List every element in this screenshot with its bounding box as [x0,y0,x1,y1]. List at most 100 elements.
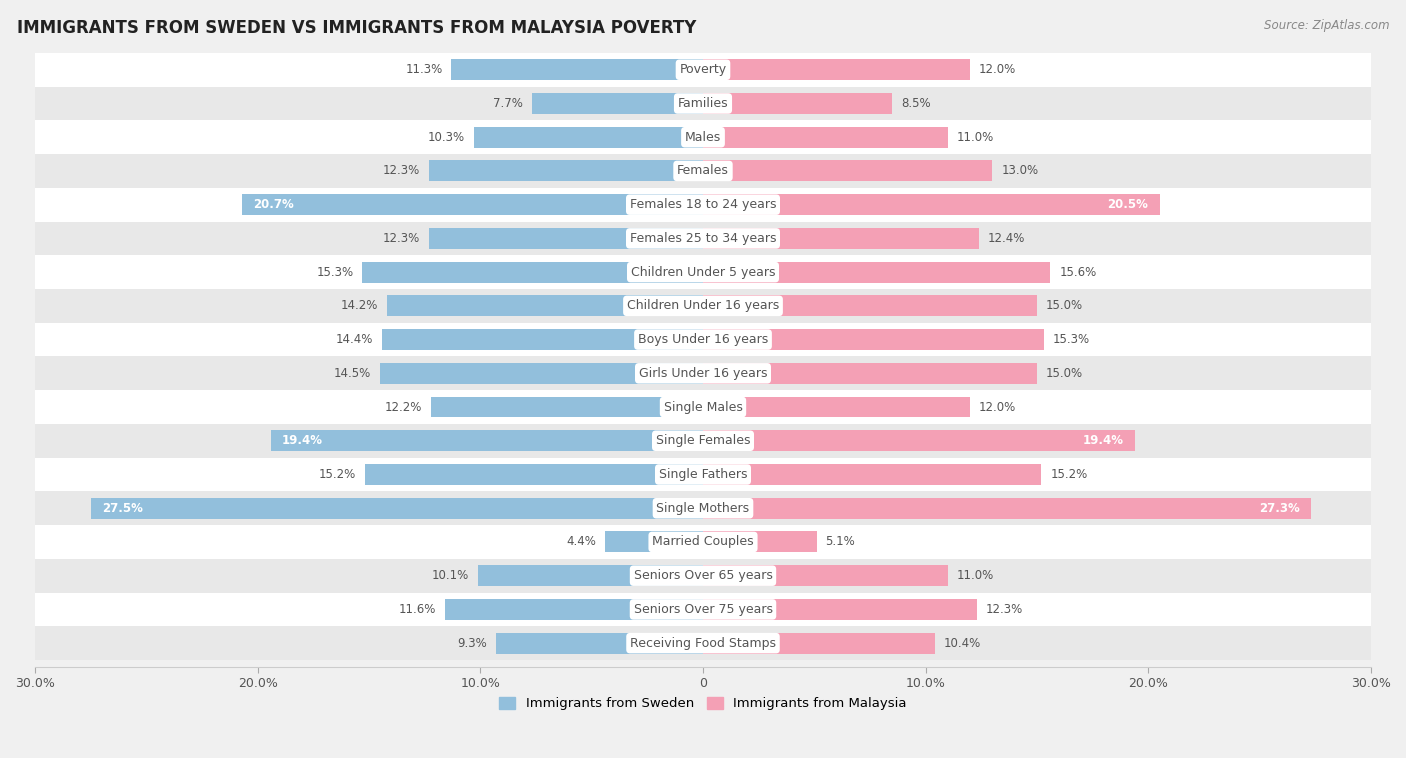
Bar [703,431,1135,451]
Text: 11.0%: 11.0% [957,130,994,144]
Bar [703,599,977,620]
Text: 19.4%: 19.4% [1083,434,1123,447]
Bar [703,93,893,114]
Text: Source: ZipAtlas.com: Source: ZipAtlas.com [1264,19,1389,32]
Text: 27.3%: 27.3% [1258,502,1299,515]
FancyBboxPatch shape [35,255,1371,289]
Text: 9.3%: 9.3% [457,637,486,650]
Bar [703,464,1042,485]
Text: 15.0%: 15.0% [1046,299,1083,312]
Bar [363,262,703,283]
Text: 12.4%: 12.4% [988,232,1025,245]
FancyBboxPatch shape [35,424,1371,458]
Text: Boys Under 16 years: Boys Under 16 years [638,333,768,346]
FancyBboxPatch shape [35,356,1371,390]
Text: 15.2%: 15.2% [1050,468,1088,481]
Text: 8.5%: 8.5% [901,97,931,110]
FancyBboxPatch shape [35,86,1371,121]
Bar [387,296,703,316]
FancyBboxPatch shape [35,458,1371,491]
Bar [429,228,703,249]
Text: 15.3%: 15.3% [316,265,353,279]
Text: IMMIGRANTS FROM SWEDEN VS IMMIGRANTS FROM MALAYSIA POVERTY: IMMIGRANTS FROM SWEDEN VS IMMIGRANTS FRO… [17,19,696,37]
Text: Single Females: Single Females [655,434,751,447]
Text: 15.2%: 15.2% [318,468,356,481]
FancyBboxPatch shape [35,626,1371,660]
Bar [496,633,703,653]
Text: Males: Males [685,130,721,144]
Bar [531,93,703,114]
Bar [703,329,1043,350]
Bar [444,599,703,620]
Text: Girls Under 16 years: Girls Under 16 years [638,367,768,380]
Text: Families: Families [678,97,728,110]
FancyBboxPatch shape [35,53,1371,86]
Text: Children Under 16 years: Children Under 16 years [627,299,779,312]
Bar [703,194,1160,215]
Text: 12.2%: 12.2% [385,400,422,414]
FancyBboxPatch shape [35,221,1371,255]
Text: 10.1%: 10.1% [432,569,470,582]
Bar [605,531,703,553]
Text: 14.4%: 14.4% [336,333,374,346]
Bar [364,464,703,485]
Text: Poverty: Poverty [679,63,727,77]
Bar [271,431,703,451]
Text: Receiving Food Stamps: Receiving Food Stamps [630,637,776,650]
Text: Single Fathers: Single Fathers [659,468,747,481]
Text: 4.4%: 4.4% [567,535,596,549]
Text: Married Couples: Married Couples [652,535,754,549]
Bar [478,565,703,586]
Bar [703,531,817,553]
Bar [703,127,948,148]
Legend: Immigrants from Sweden, Immigrants from Malaysia: Immigrants from Sweden, Immigrants from … [494,691,912,716]
Text: 5.1%: 5.1% [825,535,855,549]
FancyBboxPatch shape [35,188,1371,221]
Text: Seniors Over 75 years: Seniors Over 75 years [634,603,772,616]
Bar [703,498,1310,518]
Text: 10.3%: 10.3% [427,130,465,144]
Text: 14.5%: 14.5% [335,367,371,380]
Bar [703,363,1038,384]
Text: Seniors Over 65 years: Seniors Over 65 years [634,569,772,582]
Text: Females 25 to 34 years: Females 25 to 34 years [630,232,776,245]
Bar [90,498,703,518]
Bar [703,262,1050,283]
FancyBboxPatch shape [35,390,1371,424]
Text: 12.0%: 12.0% [979,63,1017,77]
Text: Children Under 5 years: Children Under 5 years [631,265,775,279]
FancyBboxPatch shape [35,525,1371,559]
Bar [703,633,935,653]
Bar [474,127,703,148]
FancyBboxPatch shape [35,559,1371,593]
Bar [429,161,703,181]
Text: 11.3%: 11.3% [405,63,443,77]
Bar [703,161,993,181]
Text: 7.7%: 7.7% [492,97,523,110]
Text: 27.5%: 27.5% [101,502,142,515]
Bar [703,228,979,249]
Bar [242,194,703,215]
Bar [703,396,970,418]
Bar [703,59,970,80]
Text: Single Mothers: Single Mothers [657,502,749,515]
Text: 20.7%: 20.7% [253,198,294,211]
Bar [382,329,703,350]
Text: 12.3%: 12.3% [382,164,420,177]
Text: 11.0%: 11.0% [957,569,994,582]
Text: 14.2%: 14.2% [340,299,378,312]
FancyBboxPatch shape [35,121,1371,154]
Bar [703,296,1038,316]
Bar [703,565,948,586]
Text: 12.3%: 12.3% [382,232,420,245]
Text: Females: Females [678,164,728,177]
Text: 20.5%: 20.5% [1108,198,1149,211]
Text: 15.6%: 15.6% [1059,265,1097,279]
Text: 10.4%: 10.4% [943,637,981,650]
Text: Females 18 to 24 years: Females 18 to 24 years [630,198,776,211]
FancyBboxPatch shape [35,289,1371,323]
Text: 12.0%: 12.0% [979,400,1017,414]
Text: 13.0%: 13.0% [1001,164,1039,177]
Text: 15.3%: 15.3% [1053,333,1090,346]
FancyBboxPatch shape [35,154,1371,188]
